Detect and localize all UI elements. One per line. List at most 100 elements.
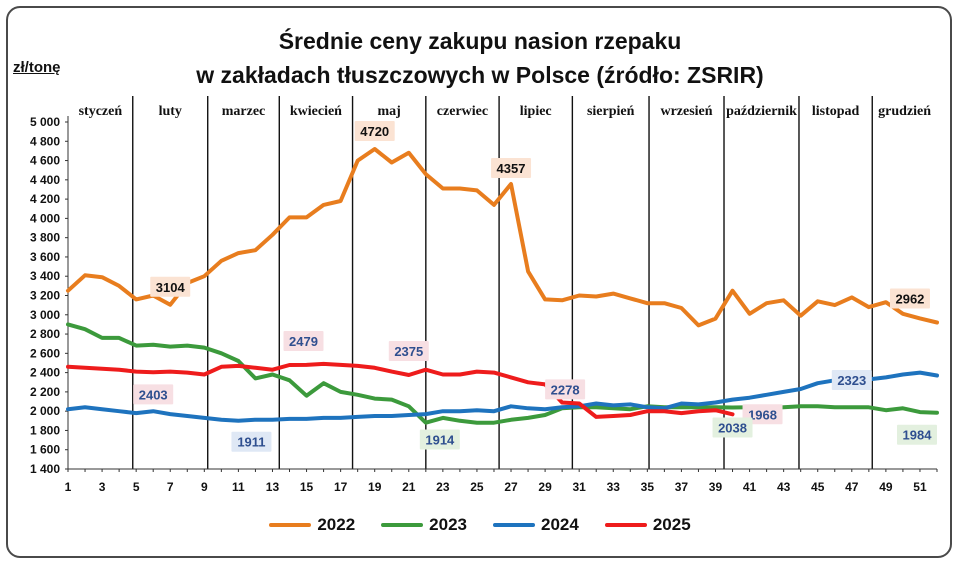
y-tick-label: 4 000 (30, 211, 60, 225)
x-tick-label: 49 (879, 480, 893, 494)
x-tick-label: 35 (641, 480, 655, 494)
legend-swatch-2022 (269, 523, 312, 527)
x-tick-label: 17 (334, 480, 348, 494)
y-tick-label: 4 400 (30, 173, 60, 187)
data-label-1914: 1914 (419, 429, 460, 450)
data-label-bg (150, 276, 191, 297)
x-tick-label: 41 (743, 480, 757, 494)
month-label: lipiec (520, 104, 552, 119)
month-label: kwiecień (290, 104, 342, 119)
data-label-2479: 2479 (283, 330, 324, 351)
x-tick-label: 11 (232, 480, 245, 494)
y-axis-unit-label: zł/tonę (13, 59, 61, 76)
legend: 2022 2023 2024 2025 (0, 515, 960, 535)
x-tick-label: 27 (504, 480, 518, 494)
x-tick-label: 19 (368, 480, 382, 494)
data-label-bg (545, 379, 586, 400)
x-tick-label: 33 (607, 480, 621, 494)
x-tick-label: 23 (436, 480, 450, 494)
legend-item-2022: 2022 (269, 515, 355, 535)
month-label: luty (159, 104, 182, 119)
data-label-bg (133, 384, 174, 405)
x-tick-label: 15 (300, 480, 314, 494)
legend-label-2022: 2022 (317, 515, 356, 534)
legend-swatch-2024 (493, 523, 535, 527)
y-tick-label: 3 400 (30, 269, 60, 283)
data-label-bg (283, 330, 324, 351)
x-tick-label: 21 (402, 480, 416, 494)
data-label-bg (712, 417, 753, 438)
y-tick-label: 4 800 (30, 134, 60, 148)
y-tick-label: 3 800 (30, 231, 60, 245)
data-labels: 3104 4720 4357 2962 2479 2403 2375 2278 1968 1911… (133, 120, 937, 452)
data-label-3104: 3104 (150, 276, 191, 297)
series-line-2024 (66, 370, 939, 423)
series-line-2022 (66, 147, 939, 328)
legend-label-2023: 2023 (429, 515, 467, 534)
data-label-4720: 4720 (354, 120, 395, 141)
data-label-text: 4720 (360, 124, 389, 139)
data-label-2375: 2375 (388, 341, 429, 362)
y-tick-label: 1 400 (30, 462, 60, 476)
x-tick-label: 39 (709, 480, 723, 494)
x-tick-label: 31 (572, 480, 586, 494)
data-label-bg (491, 157, 532, 178)
data-label-text: 1984 (903, 428, 933, 443)
month-label: styczeń (79, 104, 123, 119)
data-label-2403: 2403 (133, 384, 174, 405)
legend-label-2024: 2024 (541, 515, 579, 534)
month-label: marzec (222, 104, 266, 119)
x-tick-label: 47 (845, 480, 859, 494)
month-bands: styczeń luty marzec kwiecień maj czerwiec lipi… (79, 96, 931, 469)
month-label: sierpień (587, 104, 635, 119)
data-label-1984: 1984 (897, 424, 937, 445)
legend-swatch-2025 (604, 523, 647, 527)
x-tick-label: 13 (266, 480, 280, 494)
data-label-text: 4357 (497, 161, 526, 176)
data-label-bg (889, 288, 930, 309)
y-tick-label: 2 800 (30, 327, 60, 341)
legend-label-2025: 2025 (652, 515, 691, 534)
data-label-bg (831, 370, 872, 391)
data-label-text: 1914 (425, 432, 455, 447)
data-label-bg (354, 120, 395, 141)
month-label: czerwiec (437, 104, 488, 119)
x-tick-label: 25 (470, 480, 484, 494)
data-label-text: 1968 (748, 407, 777, 422)
x-tick-label: 51 (913, 480, 927, 494)
month-label: maj (378, 104, 401, 119)
data-label-text: 2278 (551, 382, 580, 397)
legend-item-2023: 2023 (381, 515, 467, 535)
y-tick-label: 3 000 (30, 308, 60, 322)
legend-swatch-2023 (381, 523, 424, 527)
month-label: listopad (812, 104, 860, 119)
data-label-2323: 2323 (831, 370, 872, 391)
series-lines (66, 147, 939, 425)
x-tick-label: 29 (538, 480, 552, 494)
chart-subtitle: w zakładach tłuszczowych w Polsce (źródł… (196, 62, 764, 88)
data-label-text: 2479 (289, 334, 318, 349)
data-label-bg (419, 429, 460, 450)
y-tick-label: 4 600 (30, 154, 60, 168)
series-line-2025 (66, 361, 735, 419)
month-label: grudzień (878, 104, 931, 119)
data-label-4357: 4357 (491, 157, 532, 178)
data-label-text: 1911 (237, 435, 265, 450)
data-label-bg (897, 424, 937, 445)
y-tick-label: 2 600 (30, 346, 60, 360)
x-tick-label: 9 (201, 480, 208, 494)
legend-item-2024: 2024 (493, 515, 579, 535)
y-tick-label: 4 200 (30, 192, 60, 206)
month-label: wrzesień (660, 104, 712, 119)
data-label-text: 3104 (156, 280, 186, 295)
data-label-2962: 2962 (889, 288, 930, 309)
data-label-bg (231, 431, 272, 452)
x-tick-label: 1 (65, 480, 72, 494)
x-tick-label: 43 (777, 480, 791, 494)
data-label-text: 2403 (139, 387, 168, 402)
y-tick-label: 1 600 (30, 443, 60, 457)
y-tick-label: 1 800 (30, 423, 60, 437)
x-tick-label: 7 (167, 480, 174, 494)
data-label-1911: 1911 (231, 431, 272, 452)
